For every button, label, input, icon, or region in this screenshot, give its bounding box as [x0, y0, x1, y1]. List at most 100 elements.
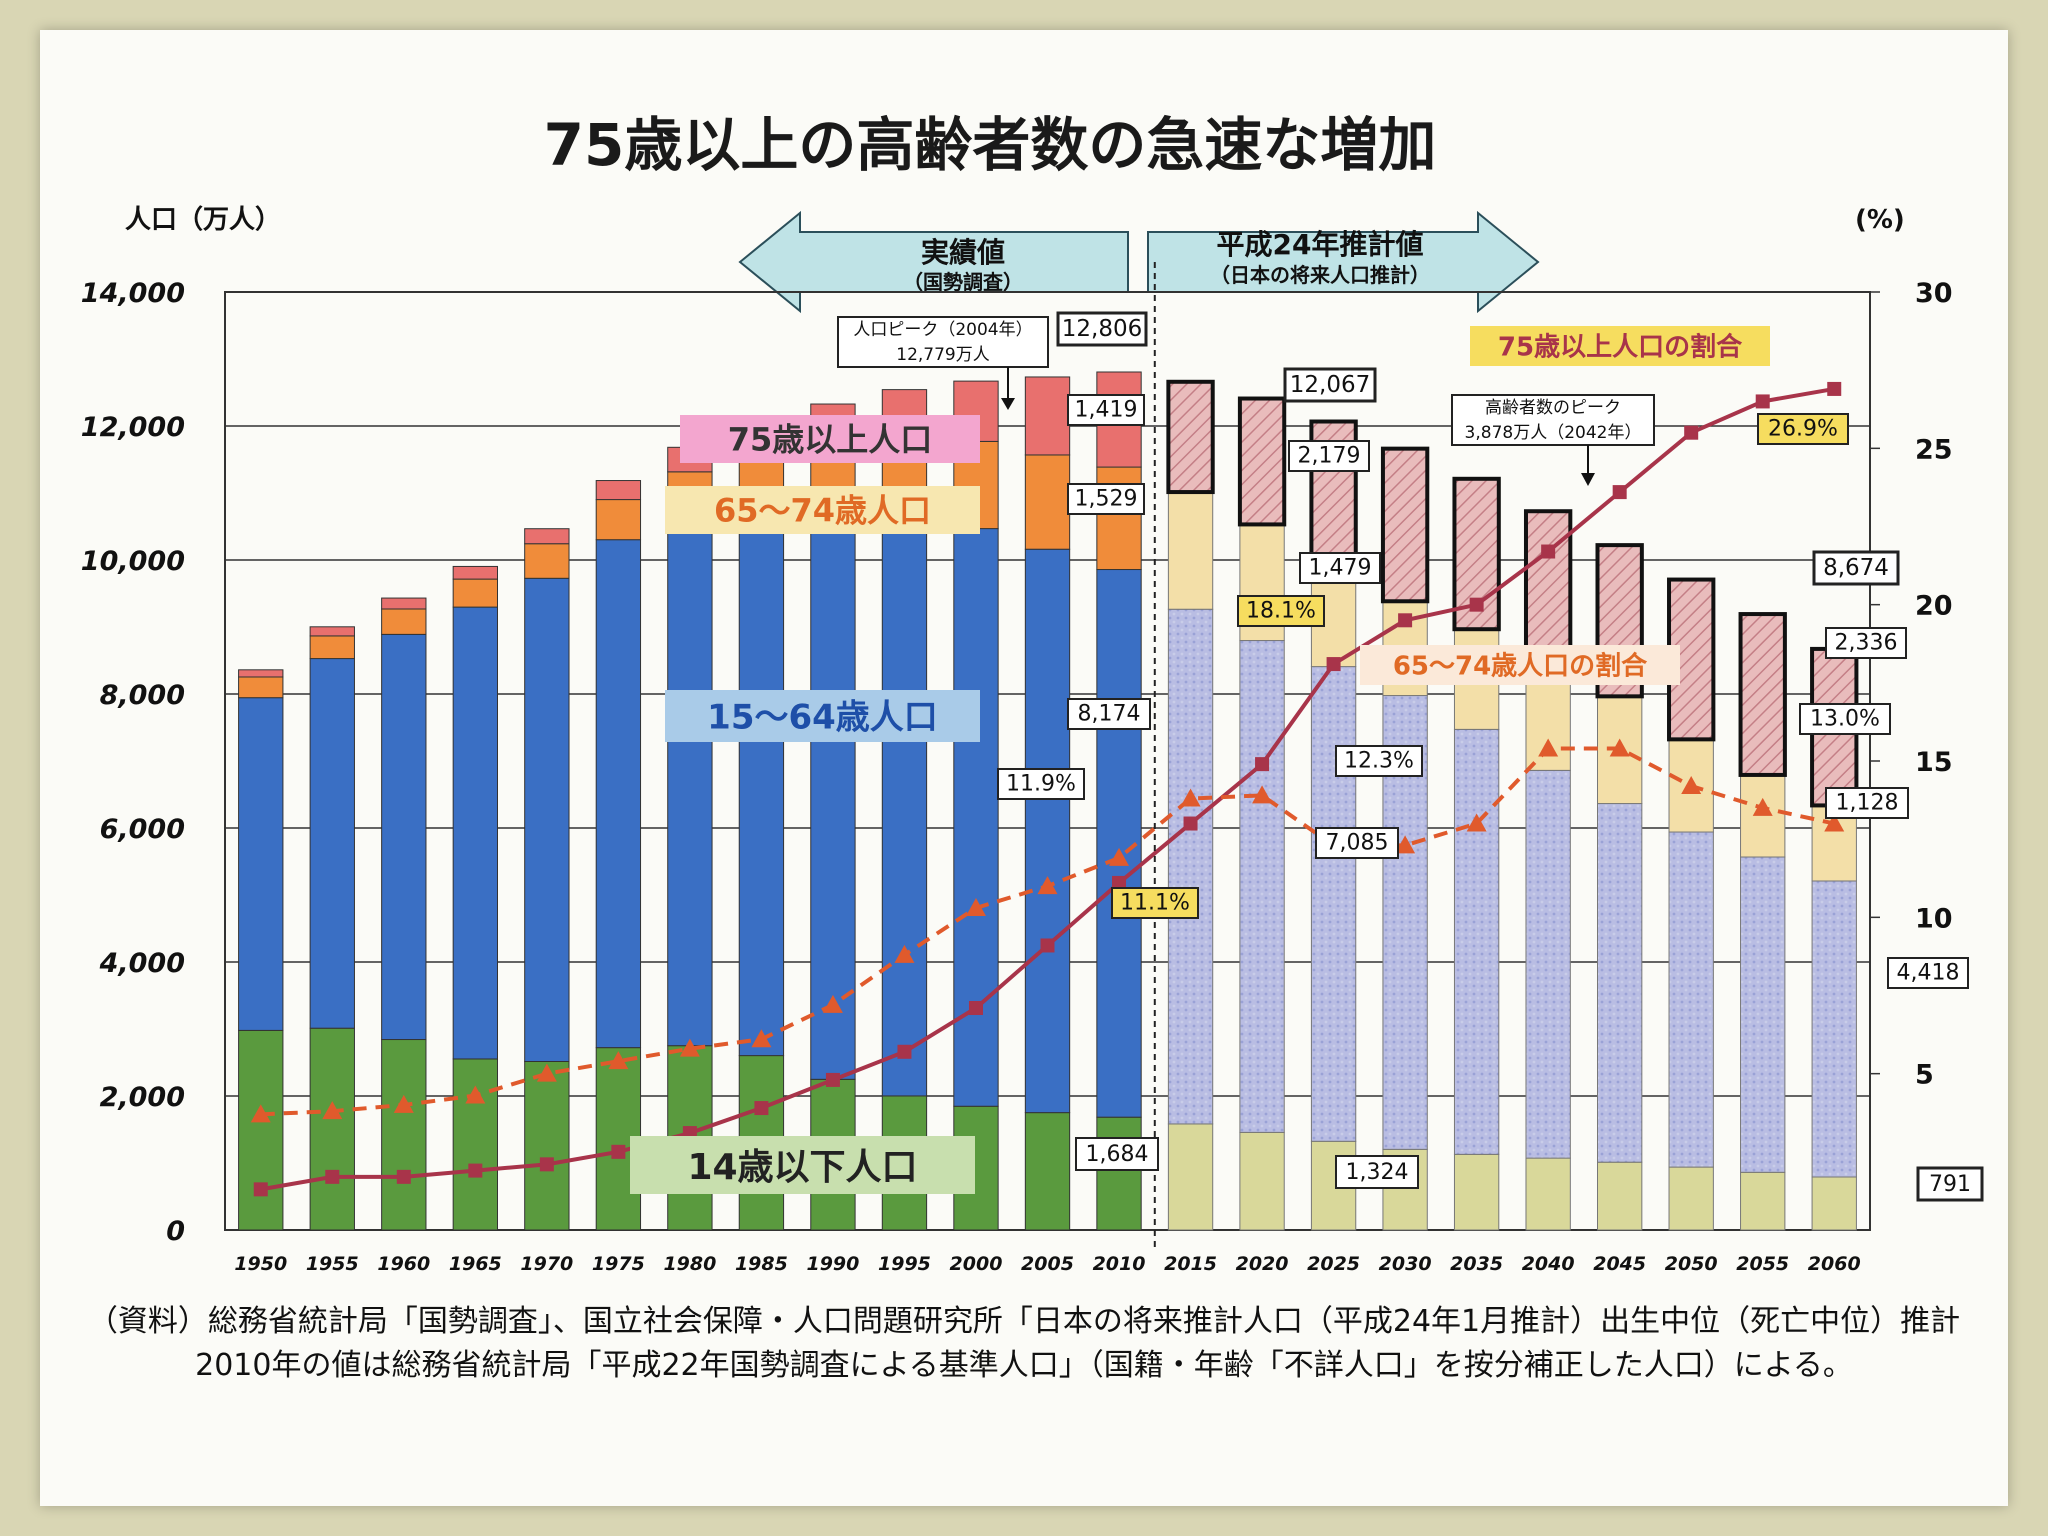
- ratio-point: [1609, 738, 1630, 757]
- age0-2010-label: 1,684: [1086, 1142, 1149, 1167]
- age75-2060-label: 2,336: [1835, 631, 1898, 656]
- bar-segment: [1525, 769, 1571, 1159]
- pct65-2010-label: 11.9%: [1006, 772, 1076, 797]
- legend-age65: 65〜74歳人口: [714, 492, 931, 530]
- projected-title: 平成24年推計値: [1217, 228, 1424, 261]
- y-axis-right-label: (%): [1855, 205, 1905, 235]
- elderly-peak-label: 高齢者数のピーク: [1485, 398, 1621, 418]
- age15-2010-label-box: [1067, 698, 1151, 730]
- period-arrows: 実績値 （国勢調査） 平成24年推計値 （日本の将来人口推計）: [738, 210, 1540, 314]
- pct75-2060-label: 26.9%: [1768, 417, 1838, 442]
- bar-segment: [595, 480, 642, 501]
- pct65-2060-label: 13.0%: [1810, 707, 1880, 732]
- total-2010-label-box: [1056, 311, 1148, 347]
- bar-segment: [1167, 608, 1214, 1125]
- ratio-point: [465, 1085, 486, 1104]
- ratio-point: [1183, 816, 1198, 831]
- ratio-point: [322, 1101, 343, 1120]
- bar-segment: [1668, 1166, 1714, 1231]
- bar-segment: [1024, 1112, 1071, 1231]
- actual-sub: （国勢調査）: [903, 270, 1023, 294]
- elderly-peak-label-box: [1451, 394, 1655, 446]
- age0-2060-label-box: [1916, 1166, 1984, 1202]
- ratio-point: [754, 1101, 769, 1116]
- ratio-point: [608, 1051, 629, 1070]
- ratio-point: [1684, 425, 1699, 440]
- pct75-2010-label-box: [1111, 887, 1199, 919]
- pct65-2025-label-box: [1335, 745, 1423, 777]
- bar-outline-75: [1595, 543, 1644, 699]
- x-tick-label: 2055: [1736, 1253, 1789, 1275]
- bar-outline-75: [1380, 446, 1430, 604]
- bar-segment: [452, 565, 498, 580]
- ratio-point: [468, 1163, 483, 1178]
- y-tick-left: 4,000: [99, 948, 185, 979]
- stacked-bars: [238, 371, 1859, 1231]
- x-tick-label: 2010: [1093, 1253, 1146, 1275]
- x-tick-label: 1995: [878, 1253, 931, 1275]
- ratio-point: [1541, 544, 1556, 559]
- age0-2025-label-box: [1335, 1155, 1419, 1189]
- age75-2010-label-box: [1067, 394, 1145, 426]
- ratio-point: [965, 897, 986, 916]
- age65-2025-label-box: [1299, 552, 1381, 584]
- bar-segment: [238, 1029, 284, 1231]
- ratio-point: [1824, 813, 1845, 832]
- bar-segment: [881, 511, 928, 1097]
- total-2060-label: 8,674: [1823, 555, 1889, 581]
- chart-title: 75歳以上の高齢者数の急速な増加: [544, 111, 1437, 179]
- y-tick-left: 8,000: [100, 680, 185, 711]
- bar-segment: [738, 502, 785, 1057]
- legend-age75-bg: [680, 415, 980, 463]
- elderly-peak-arrowhead: [1581, 473, 1595, 486]
- bar-segment: [667, 517, 713, 1047]
- ratio-point: [968, 1001, 983, 1016]
- pct75-2010-label: 11.1%: [1120, 891, 1190, 916]
- age15-2025-label: 7,085: [1326, 831, 1389, 856]
- ratio-point: [536, 1063, 557, 1082]
- legend-age75: 75歳以上人口: [728, 421, 933, 459]
- pct75-2025-label: 18.1%: [1246, 599, 1316, 624]
- bar-segment: [1740, 613, 1786, 776]
- bar-segment: [595, 499, 642, 541]
- ratio-point: [1109, 847, 1130, 866]
- age75-2060-label-box: [1825, 627, 1907, 659]
- age15-2060-label-box: [1887, 957, 1969, 989]
- bar-segment: [1167, 381, 1214, 493]
- ratio-point: [250, 1104, 271, 1123]
- x-tick-label: 2030: [1379, 1253, 1432, 1275]
- ratio-point: [822, 994, 843, 1013]
- x-tick-label: 1960: [377, 1253, 430, 1275]
- pct65-2060-label-box: [1799, 703, 1891, 735]
- bar-segment: [1668, 738, 1714, 833]
- bar-segment: [1024, 548, 1071, 1114]
- data-callouts: 人口ピーク（2004年） 12,779万人 12,806 1,419 1,529 8,17…: [837, 311, 1984, 1202]
- bar-segment: [1740, 774, 1786, 858]
- bar-segment: [524, 543, 570, 579]
- ratio-point: [1252, 785, 1273, 804]
- bar-segment: [1597, 803, 1643, 1163]
- ratio-point: [1466, 813, 1487, 832]
- x-tick-label: 2015: [1164, 1253, 1217, 1275]
- x-tick-label: 2005: [1021, 1253, 1074, 1275]
- legend-age15: 15〜64歳人口: [707, 697, 938, 737]
- peak-2004-arrowhead: [1001, 398, 1015, 410]
- age0-2060-label: 791: [1929, 1172, 1971, 1197]
- age65-2010-label: 1,529: [1075, 487, 1138, 512]
- bar-segment: [1525, 510, 1571, 661]
- source-note-2: 2010年の値は総務省統計局「平成22年国勢調査による基準人口」（国籍・年齢「不…: [195, 1348, 1853, 1383]
- bar-outline-75: [1237, 396, 1287, 527]
- age15-2010-label: 8,174: [1078, 702, 1141, 727]
- axes: 0 2,000 4,000 6,000 8,000 10,000 12,000 14,000 5…: [81, 262, 1953, 1275]
- ratio-point: [1612, 485, 1627, 500]
- total-2060-label-box: [1812, 550, 1900, 586]
- bar-segment: [238, 697, 284, 1031]
- ratio-point: [751, 1029, 772, 1048]
- bar-segment: [1668, 831, 1714, 1168]
- peak-2004-label-box: [837, 316, 1049, 368]
- x-tick-label: 1980: [663, 1253, 716, 1275]
- age75-2025-label: 2,179: [1298, 444, 1361, 469]
- bar-segment: [1811, 1176, 1857, 1231]
- ratio-lines: [250, 381, 1845, 1197]
- ratio-point: [825, 1072, 840, 1087]
